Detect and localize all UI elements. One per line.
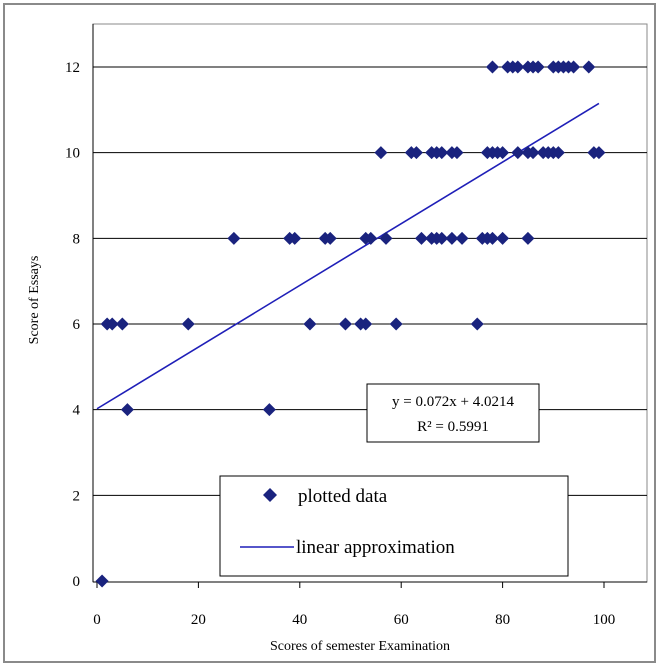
axes — [92, 24, 647, 583]
x-tick-labels: 0 20 40 60 80 100 — [93, 582, 615, 628]
legend-diamond-marker — [263, 488, 277, 502]
data-point — [115, 317, 129, 331]
data-point — [496, 231, 510, 245]
data-point — [389, 317, 403, 331]
x-tick-label: 80 — [495, 612, 510, 628]
data-point — [364, 231, 378, 245]
y-axis-title: Score of Essays — [27, 256, 42, 345]
data-point — [338, 317, 352, 331]
data-point — [511, 60, 525, 74]
data-point — [445, 231, 459, 245]
data-point — [470, 317, 484, 331]
data-point — [262, 403, 276, 417]
y-tick-label: 10 — [65, 146, 80, 162]
y-tick-label: 2 — [73, 488, 81, 504]
data-point — [181, 317, 195, 331]
data-point — [323, 231, 337, 245]
data-point — [521, 231, 535, 245]
data-point — [374, 146, 388, 160]
data-point — [582, 60, 596, 74]
legend-label-plotted-data: plotted data — [298, 486, 388, 507]
data-point — [551, 146, 565, 160]
data-point — [526, 146, 540, 160]
y-tick-label: 4 — [73, 403, 81, 419]
x-tick-label: 40 — [292, 612, 307, 628]
y-tick-label: 8 — [73, 231, 81, 247]
data-point — [414, 231, 428, 245]
data-point — [485, 231, 499, 245]
y-tick-label: 6 — [73, 317, 81, 333]
data-point — [303, 317, 317, 331]
data-point — [567, 60, 581, 74]
y-tick-labels: 0 2 4 6 8 10 12 — [65, 60, 81, 590]
data-point — [379, 231, 393, 245]
equation-text: y = 0.072x + 4.0214 — [392, 394, 514, 410]
x-tick-label: 0 — [93, 612, 101, 628]
data-point — [409, 146, 423, 160]
data-point — [288, 231, 302, 245]
data-point — [105, 317, 119, 331]
data-point — [455, 231, 469, 245]
data-point — [120, 403, 134, 417]
data-point — [435, 146, 449, 160]
data-point — [227, 231, 241, 245]
data-point — [531, 60, 545, 74]
data-point — [435, 231, 449, 245]
data-point — [511, 146, 525, 160]
data-point — [496, 146, 510, 160]
data-point — [359, 317, 373, 331]
x-tick-label: 20 — [191, 612, 206, 628]
legend: plotted data linear approximation — [219, 475, 569, 577]
r-squared-text: R² = 0.5991 — [417, 419, 489, 435]
x-axis-title: Scores of semester Examination — [270, 639, 450, 654]
data-point — [95, 574, 109, 588]
data-points — [95, 60, 606, 588]
data-point — [485, 60, 499, 74]
y-tick-label: 0 — [73, 574, 81, 590]
x-tick-label: 60 — [394, 612, 409, 628]
data-point — [450, 146, 464, 160]
legend-label-linear-approximation: linear approximation — [296, 537, 455, 558]
equation-box: y = 0.072x + 4.0214 R² = 0.5991 — [366, 383, 540, 443]
x-tick-label: 100 — [593, 612, 616, 628]
y-tick-label: 12 — [65, 60, 80, 76]
data-point — [592, 146, 606, 160]
